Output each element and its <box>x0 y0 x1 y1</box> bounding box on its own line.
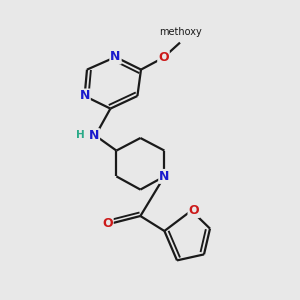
Text: N: N <box>110 50 121 64</box>
Text: N: N <box>89 129 99 142</box>
Text: H: H <box>76 130 85 140</box>
Text: O: O <box>188 204 199 217</box>
Text: O: O <box>102 217 113 230</box>
Text: O: O <box>158 51 169 64</box>
Text: methoxy: methoxy <box>159 27 201 37</box>
Text: N: N <box>80 89 90 103</box>
Text: N: N <box>159 170 170 183</box>
